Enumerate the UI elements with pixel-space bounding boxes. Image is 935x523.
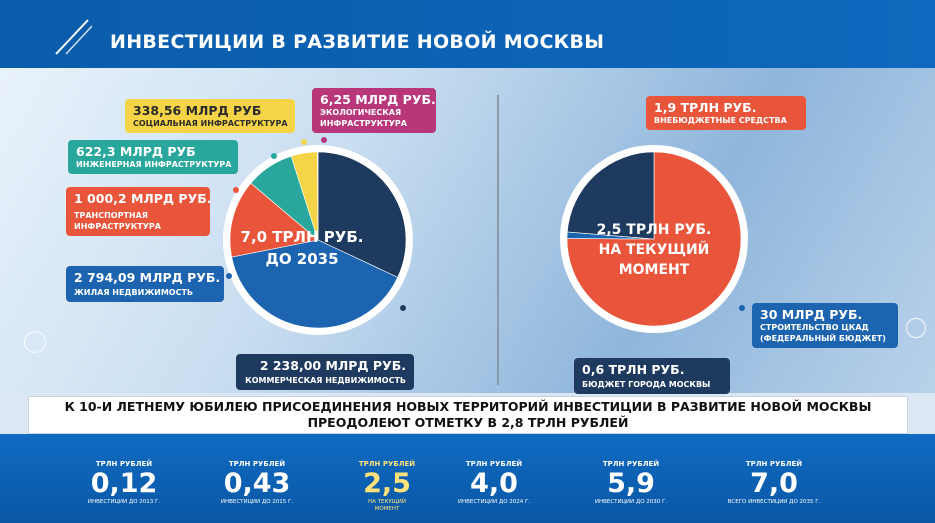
headline-banner [28,396,908,434]
badge-caption: БЮДЖЕТ ГОРОДА МОСКВЫ [582,380,711,389]
headline-line1: К 10-И ЛЕТНЕМУ ЮБИЛЕЮ ПРИСОЕДИНЕНИЯ НОВЫ… [64,399,872,414]
stats-bar [0,434,935,523]
badge-caption: ЖИЛАЯ НЕДВИЖИМОСТЬ [74,288,194,297]
badge-city-budget: 0,6 ТРЛН РУБ. БЮДЖЕТ ГОРОДА МОСКВЫ [574,358,730,394]
decor-ring [24,331,46,353]
page-title: ИНВЕСТИЦИИ В РАЗВИТИЕ НОВОЙ МОСКВЫ [110,31,605,53]
pie-slice-0 [566,151,742,327]
stat-unit: ТРЛН РУБЛЕЙ [358,460,416,468]
stat-unit: ТРЛН РУБЛЕЙ [745,460,803,468]
badge-caption: ВНЕБЮДЖЕТНЫЕ СРЕДСТВА [654,116,787,125]
badge-value: 1 000,2 МЛРД РУБ. [74,191,212,206]
stat-caption-line2: МОМЕНТ [374,506,400,512]
badge-caption-line1: ЭКОЛОГИЧЕСКАЯ [320,108,402,117]
pie-slice-2 [229,182,319,258]
pie-slice-0 [317,151,407,278]
stat-caption: ИНВЕСТИЦИИ ДО 2013 Г. [87,499,161,505]
stat-2030: ТРЛН РУБЛЕЙ 5,9 ИНВЕСТИЦИИ ДО 2030 Г. [571,460,691,506]
pie1-center-line1: 7,0 ТРЛН РУБ. [240,228,364,246]
stat-value: 4,0 [470,468,518,499]
badge-value: 6,25 МЛРД РУБ. [320,92,436,107]
stat-2013: ТРЛН РУБЛЕЙ 0,12 ИНВЕСТИЦИИ ДО 2013 Г. [64,460,184,506]
pie-chart-total [223,145,413,335]
stat-caption: ВСЕГО ИНВЕСТИЦИИ ДО 2035 Г. [727,499,821,505]
badge-residential: 2 794,09 МЛРД РУБ. ЖИЛАЯ НЕДВИЖИМОСТЬ [66,266,224,302]
badge-value: 1,9 ТРЛН РУБ. [654,100,757,115]
stat-unit: ТРЛН РУБЛЕЙ [228,460,286,468]
stat-unit: ТРЛН РУБЛЕЙ [465,460,523,468]
badge-eco-infra: 6,25 МЛРД РУБ. ЭКОЛОГИЧЕСКАЯ ИНФРАСТРУКТ… [312,88,436,133]
badge-value: 2 238,00 МЛРД РУБ. [259,358,406,373]
stat-value: 5,9 [607,468,655,499]
badge-caption-line2: ИНФРАСТРУКТУРА [320,119,407,128]
stat-2015: ТРЛН РУБЛЕЙ 0,43 ИНВЕСТИЦИИ ДО 2015 Г. [197,460,317,506]
stat-2024: ТРЛН РУБЛЕЙ 4,0 ИНВЕСТИЦИИ ДО 2024 Г. [434,460,554,506]
badge-caption-line2: (ФЕДЕРАЛЬНЫЙ БЮДЖЕТ) [760,334,886,343]
chart-divider [497,95,499,385]
badge-value: 0,6 ТРЛН РУБ. [582,362,685,377]
stat-caption: ИНВЕСТИЦИИ ДО 2015 Г. [220,499,294,505]
badge-extrabudget: 1,9 ТРЛН РУБ. ВНЕБЮДЖЕТНЫЕ СРЕДСТВА [646,96,806,130]
pie2-center-line3: МОМЕНТ [618,262,690,278]
badge-value: 2 794,09 МЛРД РУБ. [74,270,221,285]
badge-social-infra: 338,56 МЛРД РУБ СОЦИАЛЬНАЯ ИНФРАСТРУКТУР… [125,99,295,133]
stat-current: ТРЛН РУБЛЕЙ 2,5 НА ТЕКУЩИЙ МОМЕНТ [327,460,447,513]
stat-value: 0,12 [90,468,158,499]
header-bar [0,0,935,68]
badge-caption: КОММЕРЧЕСКАЯ НЕДВИЖИМОСТЬ [245,376,406,385]
slash-logo-icon [55,19,92,55]
stat-caption: ИНВЕСТИЦИИ ДО 2030 Г. [594,499,668,505]
badge-commercial: 2 238,00 МЛРД РУБ. КОММЕРЧЕСКАЯ НЕДВИЖИМ… [236,354,414,390]
badge-caption-line2: ИНФРАСТРУКТУРА [74,222,161,231]
pie1-center-line2: ДО 2035 [265,250,339,268]
stat-unit: ТРЛН РУБЛЕЙ [602,460,660,468]
headline-line2: ПРЕОДОЛЕЮТ ОТМЕТКУ В 2,8 ТРЛН РУБЛЕЙ [307,415,629,430]
decor-ring [906,318,926,338]
badge-engineering-infra: 622,3 МЛРД РУБ ИНЖЕНЕРНАЯ ИНФРАСТРУКТУРА [68,140,238,174]
badge-ckad: 30 МЛРД РУБ. СТРОИТЕЛЬСТВО ЦКАД (ФЕДЕРАЛ… [752,303,898,348]
badge-value: 338,56 МЛРД РУБ [133,103,262,118]
badge-value: 622,3 МЛРД РУБ [76,144,196,159]
stat-2035: ТРЛН РУБЛЕЙ 7,0 ВСЕГО ИНВЕСТИЦИИ ДО 2035… [714,460,834,506]
badge-value: 30 МЛРД РУБ. [760,307,863,322]
stat-caption-line1: НА ТЕКУЩИЙ [368,499,406,505]
badge-transport-infra: 1 000,2 МЛРД РУБ. ТРАНСПОРТНАЯ ИНФРАСТРУ… [66,187,212,236]
pie2-center-label: 2,5 ТРЛН РУБ. НА ТЕКУЩИЙ МОМЕНТ [592,220,716,280]
badge-caption: СОЦИАЛЬНАЯ ИНФРАСТРУКТУРА [133,119,288,128]
badge-caption-line1: ТРАНСПОРТНАЯ [74,211,148,220]
pie2-center-line1: 2,5 ТРЛН РУБ. [596,222,712,238]
pie-slice-1 [231,239,399,329]
stat-caption: ИНВЕСТИЦИИ ДО 2024 Г. [457,499,531,505]
stat-value: 2,5 [363,468,411,499]
pie2-center-line2: НА ТЕКУЩИЙ [598,242,710,258]
pie-chart-current [560,145,748,333]
badge-caption-line1: СТРОИТЕЛЬСТВО ЦКАД [760,323,869,332]
stat-value: 0,43 [223,468,291,499]
stat-unit: ТРЛН РУБЛЕЙ [95,460,153,468]
stat-value: 7,0 [750,468,798,499]
badge-caption: ИНЖЕНЕРНАЯ ИНФРАСТРУКТУРА [76,160,232,169]
pie1-center-label: 7,0 ТРЛН РУБ. ДО 2035 [232,226,372,270]
pie-slice-2 [566,151,655,240]
